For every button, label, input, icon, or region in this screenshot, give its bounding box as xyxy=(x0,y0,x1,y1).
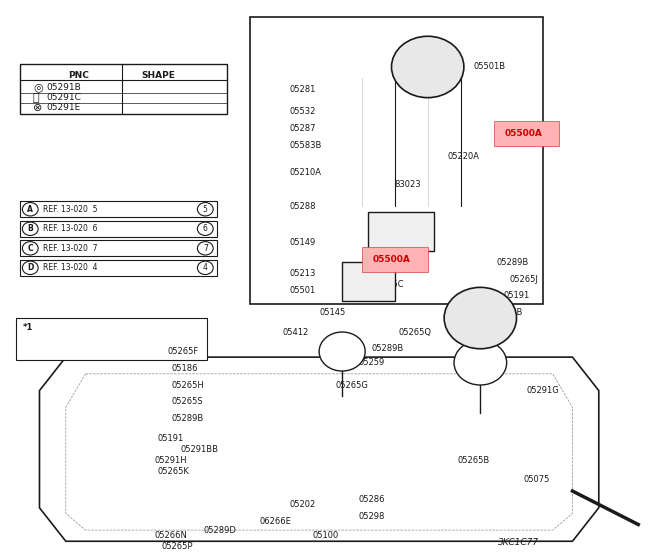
Circle shape xyxy=(197,203,213,216)
Circle shape xyxy=(444,287,517,349)
Text: REF. 13-020  7: REF. 13-020 7 xyxy=(43,244,97,253)
Text: 05501B: 05501B xyxy=(474,62,506,71)
Text: 05291H: 05291H xyxy=(155,456,188,465)
Text: SHAPE: SHAPE xyxy=(141,71,175,80)
Text: ⊗: ⊗ xyxy=(33,103,42,113)
Text: 05291G: 05291G xyxy=(526,386,559,395)
Text: 05412: 05412 xyxy=(283,328,309,336)
Text: 05202: 05202 xyxy=(290,501,316,509)
Text: 05583B: 05583B xyxy=(290,141,322,150)
Text: 05259: 05259 xyxy=(359,358,385,367)
Text: 05213: 05213 xyxy=(290,269,316,278)
Text: 05281: 05281 xyxy=(290,85,316,94)
Text: 05265S: 05265S xyxy=(171,397,203,406)
FancyBboxPatch shape xyxy=(362,247,428,272)
Text: 05191: 05191 xyxy=(503,291,530,300)
Text: 7: 7 xyxy=(203,244,208,253)
Circle shape xyxy=(197,222,213,235)
Text: 05210A: 05210A xyxy=(290,169,322,177)
Text: 05289B: 05289B xyxy=(497,258,529,267)
Text: 05501: 05501 xyxy=(290,286,316,295)
Text: 05287: 05287 xyxy=(290,124,316,133)
Text: 5: 5 xyxy=(203,205,208,214)
Text: 05291C: 05291C xyxy=(46,93,81,102)
Text: 05291E: 05291E xyxy=(46,103,80,112)
Bar xyxy=(250,17,543,304)
Text: 05586: 05586 xyxy=(372,249,398,258)
Circle shape xyxy=(392,36,464,98)
Text: 3KC1C77: 3KC1C77 xyxy=(499,538,540,547)
Text: 05100: 05100 xyxy=(313,531,339,540)
Text: B: B xyxy=(28,224,33,233)
Circle shape xyxy=(22,242,38,255)
Text: 05265G: 05265G xyxy=(336,381,368,389)
Text: ◎: ◎ xyxy=(33,83,43,93)
Bar xyxy=(20,221,217,237)
Text: 05266N: 05266N xyxy=(155,531,188,540)
Text: ⓘ: ⓘ xyxy=(33,93,39,103)
Text: REF. 13-020  4: REF. 13-020 4 xyxy=(43,263,97,272)
Text: 05289B: 05289B xyxy=(372,344,404,353)
Text: 05265J: 05265J xyxy=(510,275,539,283)
Text: 05500A: 05500A xyxy=(372,255,411,264)
Bar xyxy=(20,64,227,114)
Text: C: C xyxy=(28,244,33,253)
Text: 05191: 05191 xyxy=(158,434,184,442)
Circle shape xyxy=(22,203,38,216)
Text: 05291BB: 05291BB xyxy=(181,445,219,454)
Circle shape xyxy=(454,340,507,385)
Text: 05186: 05186 xyxy=(171,364,197,373)
Text: REF. 13-020  5: REF. 13-020 5 xyxy=(43,205,97,214)
Text: 4: 4 xyxy=(203,263,208,272)
Bar xyxy=(20,201,217,217)
Text: 05265K: 05265K xyxy=(158,467,190,476)
Text: 06266C: 06266C xyxy=(372,280,404,289)
FancyBboxPatch shape xyxy=(494,121,559,146)
Text: REF. 13-020  6: REF. 13-020 6 xyxy=(43,224,97,233)
Circle shape xyxy=(197,242,213,255)
Text: 05289D: 05289D xyxy=(204,526,237,535)
Text: 05500A: 05500A xyxy=(504,129,542,138)
Text: 05298: 05298 xyxy=(359,512,385,521)
Text: *1: *1 xyxy=(23,323,34,331)
Text: 05265Q: 05265Q xyxy=(398,328,431,336)
Circle shape xyxy=(22,222,38,235)
Text: 05286: 05286 xyxy=(359,495,385,504)
Bar xyxy=(16,318,207,360)
Circle shape xyxy=(22,261,38,275)
Bar xyxy=(368,212,434,251)
Text: 05532: 05532 xyxy=(290,107,316,116)
Text: 05265H: 05265H xyxy=(171,381,204,389)
Circle shape xyxy=(197,261,213,275)
Text: 06289B: 06289B xyxy=(490,308,522,317)
Text: 05145: 05145 xyxy=(319,308,345,317)
Text: 05149: 05149 xyxy=(290,238,316,247)
Text: 05265B: 05265B xyxy=(457,456,490,465)
Bar xyxy=(20,240,217,256)
Text: 05289B: 05289B xyxy=(171,414,203,423)
Text: PNC: PNC xyxy=(68,71,89,80)
Text: 05288: 05288 xyxy=(290,202,316,211)
Text: 83023: 83023 xyxy=(395,180,421,189)
Text: 05220A: 05220A xyxy=(447,152,480,161)
Bar xyxy=(20,260,217,276)
Bar xyxy=(342,262,395,301)
Text: 05265F: 05265F xyxy=(168,347,199,356)
Text: 05265P: 05265P xyxy=(161,542,193,551)
Text: D: D xyxy=(27,263,34,272)
Text: A: A xyxy=(28,205,33,214)
Text: 06266E: 06266E xyxy=(260,517,291,526)
Text: 05291B: 05291B xyxy=(46,83,81,92)
Text: 05075: 05075 xyxy=(523,475,549,484)
Text: 6: 6 xyxy=(203,224,208,233)
Circle shape xyxy=(319,332,365,371)
